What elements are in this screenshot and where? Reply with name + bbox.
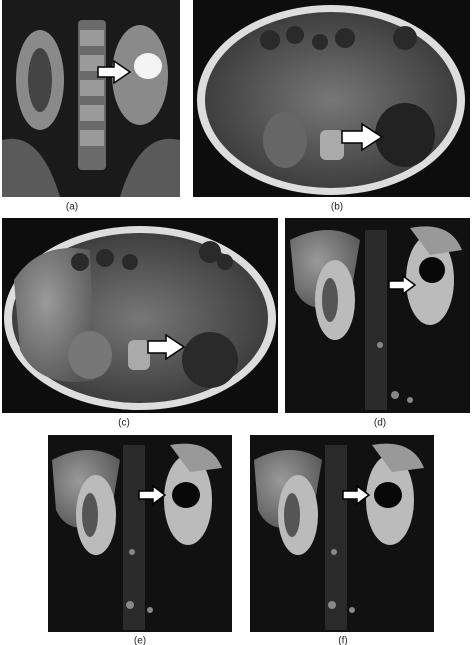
panel-e [48,435,232,632]
panel-label: (d) [374,418,386,429]
panel-f [250,435,434,632]
panel-b [193,0,470,197]
panel-a [2,0,180,197]
panel-d [285,218,470,413]
panel-label: (a) [66,202,78,213]
panel-label: (f) [338,636,347,645]
panel-label: (c) [118,418,130,429]
panel-c [2,218,278,413]
panel-label: (b) [331,202,343,213]
panel-label: (e) [134,636,146,645]
